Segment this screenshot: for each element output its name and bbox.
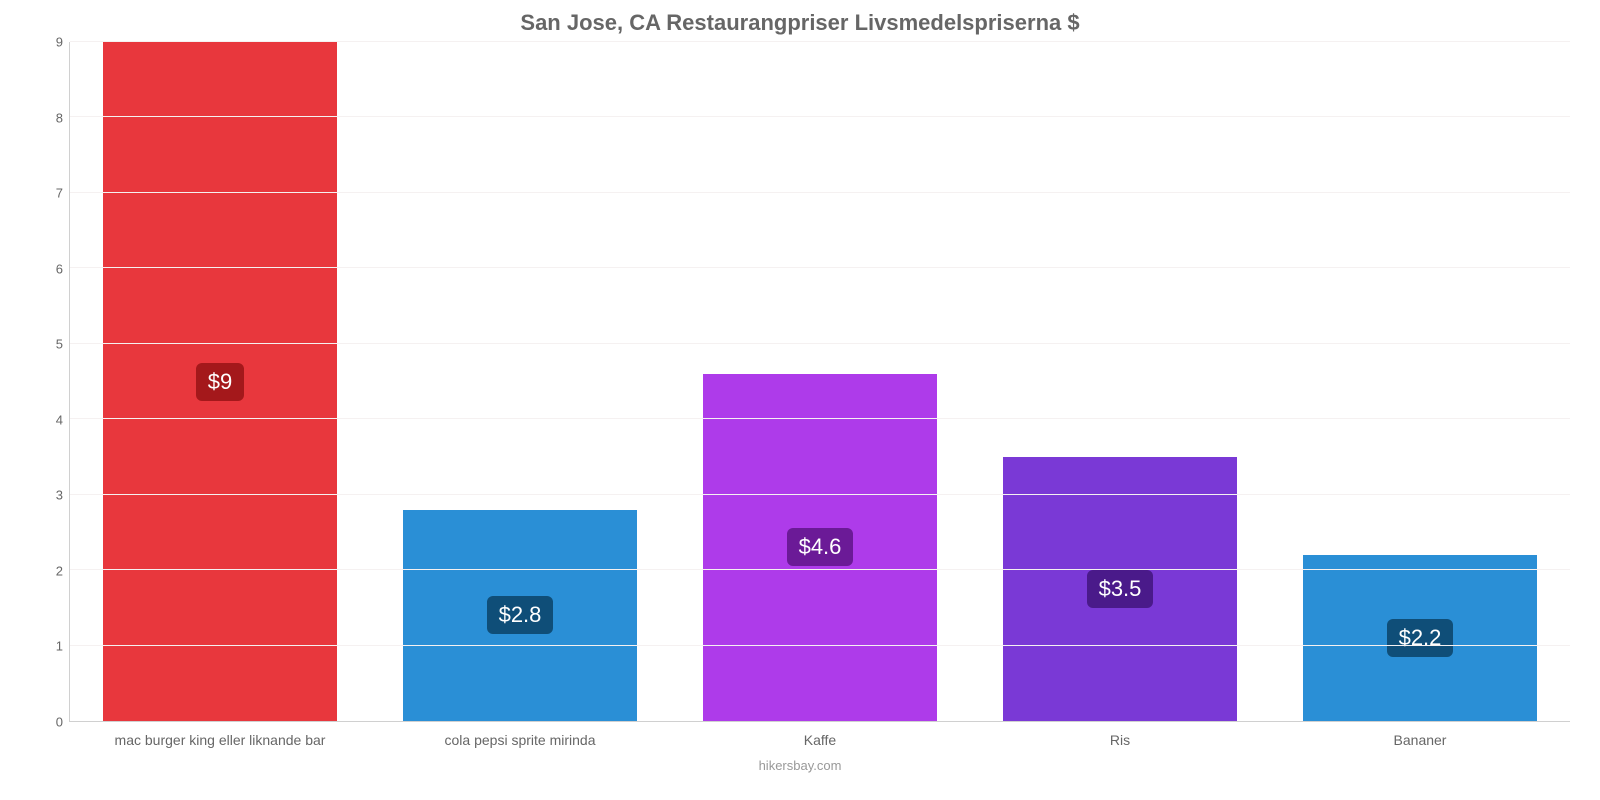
bar-slot: $2.2 (1270, 42, 1570, 721)
y-tick: 1 (56, 639, 63, 654)
y-tick: 8 (56, 110, 63, 125)
attribution: hikersbay.com (30, 758, 1570, 773)
bar-value-label: $3.5 (1087, 570, 1154, 608)
y-tick: 4 (56, 412, 63, 427)
x-axis-label: Bananer (1270, 732, 1570, 748)
gridline (70, 116, 1570, 117)
bar: $9 (103, 42, 337, 721)
gridline (70, 494, 1570, 495)
gridline (70, 267, 1570, 268)
x-axis-label: mac burger king eller liknande bar (70, 732, 370, 748)
chart-title: San Jose, CA Restaurangpriser Livsmedels… (30, 10, 1570, 36)
gridline (70, 41, 1570, 42)
bar: $2.8 (403, 510, 637, 721)
y-tick: 9 (56, 35, 63, 50)
bar-slot: $2.8 (370, 42, 670, 721)
bar-value-label: $9 (196, 363, 244, 401)
y-tick: 6 (56, 261, 63, 276)
x-axis: mac burger king eller liknande barcola p… (70, 732, 1570, 748)
plot-area: $9 $2.8 $4.6 $3.5 $2.2 (70, 42, 1570, 722)
y-tick: 7 (56, 186, 63, 201)
y-tick: 0 (56, 715, 63, 730)
gridline (70, 418, 1570, 419)
y-tick: 5 (56, 337, 63, 352)
bar-slot: $3.5 (970, 42, 1270, 721)
bar: $2.2 (1303, 555, 1537, 721)
bars-container: $9 $2.8 $4.6 $3.5 $2.2 (70, 42, 1570, 721)
y-tick: 3 (56, 488, 63, 503)
bar-value-label: $2.2 (1387, 619, 1454, 657)
x-axis-label: Ris (970, 732, 1270, 748)
gridline (70, 569, 1570, 570)
bar-value-label: $4.6 (787, 528, 854, 566)
gridline (70, 343, 1570, 344)
x-axis-label: cola pepsi sprite mirinda (370, 732, 670, 748)
bar-value-label: $2.8 (487, 596, 554, 634)
gridline (70, 192, 1570, 193)
bar: $3.5 (1003, 457, 1237, 721)
x-axis-label: Kaffe (670, 732, 970, 748)
y-tick: 2 (56, 563, 63, 578)
bar-slot: $4.6 (670, 42, 970, 721)
price-chart: San Jose, CA Restaurangpriser Livsmedels… (0, 0, 1600, 800)
y-axis: 0123456789 (30, 42, 70, 722)
gridline (70, 645, 1570, 646)
plot-wrapper: 0123456789 $9$2.8$4.6$3.5$2.2 (30, 42, 1570, 722)
bar-slot: $9 (70, 42, 370, 721)
bar: $4.6 (703, 374, 937, 721)
